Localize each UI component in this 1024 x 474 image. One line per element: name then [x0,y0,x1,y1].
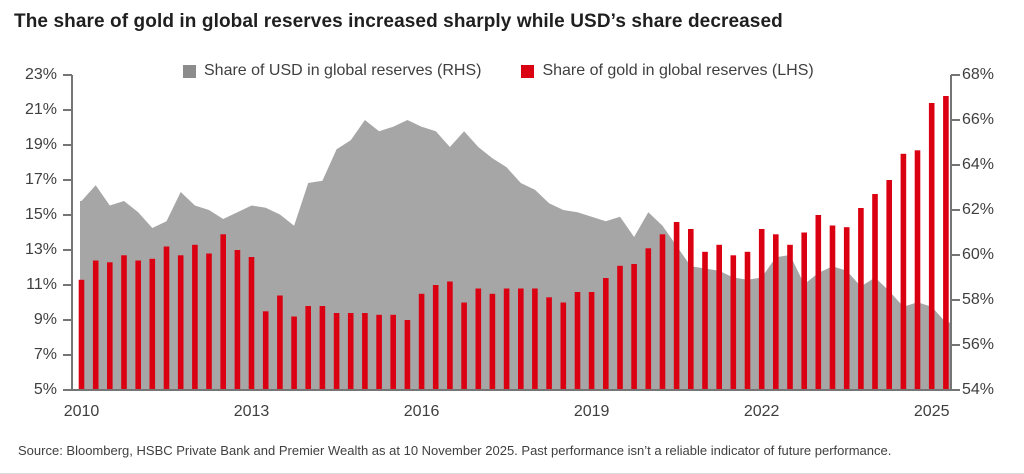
legend-item-usd: Share of USD in global reserves (RHS) [183,62,481,80]
gold-bar [206,253,212,390]
gold-bar [376,314,382,391]
gold-bar [928,103,935,390]
gold-bar [716,244,722,391]
y-right-tick-label: 56% [962,336,995,353]
gold-bar [532,288,538,390]
gold-bar [758,229,765,390]
gold-bar [234,250,241,390]
gold-bar [617,265,623,391]
x-tick-label: 2022 [743,403,780,420]
gold-legend-swatch-icon [521,64,535,78]
gold-bar [262,311,269,391]
gold-bar [574,292,581,390]
y-right-tick-label: 54% [962,381,995,398]
gold-bar [645,248,652,391]
gold-legend-label: Share of gold in global reserves (LHS) [542,62,814,79]
y-left-tick-label: 23% [24,66,57,83]
gold-bar [404,320,411,390]
gold-bar [135,260,141,390]
y-right-tick-label: 66% [962,111,995,128]
chart-legend: Share of USD in global reserves (RHS) Sh… [183,62,814,80]
gold-bar [149,258,156,391]
y-right-tick-label: 64% [962,156,995,173]
y-right-tick-label: 58% [962,291,995,308]
x-tick-label: 2019 [573,403,610,420]
usd-legend-swatch-icon [183,64,196,78]
y-left-tick-label: 7% [33,346,57,363]
y-left-tick-label: 15% [24,206,57,223]
gold-bar [220,234,226,391]
gold-bar [815,215,822,390]
gold-bar [603,278,609,390]
y-left-tick-label: 5% [33,381,57,398]
gold-bar [546,297,552,391]
gold-bar [92,260,99,390]
gold-bar [248,257,255,390]
gold-bar [801,232,807,390]
gold-bar [121,255,127,391]
gold-bar [943,96,949,390]
gold-bar [78,279,85,391]
chart-title: The share of gold in global reserves inc… [14,11,783,32]
gold-bar [277,295,283,390]
gold-bar [886,180,892,390]
gold-bar [673,222,680,390]
gold-bar [773,234,779,391]
gold-bar [688,229,694,390]
gold-bar [347,313,354,390]
gold-bars-group [78,96,949,391]
y-right-tick-label: 60% [962,246,995,263]
gold-bar [914,150,921,391]
gold-bar [730,255,737,391]
gold-bar [319,306,326,390]
y-left-tick-label: 9% [33,311,57,328]
gold-bar [858,208,864,390]
gold-bar [333,313,340,390]
gold-bar [305,306,311,390]
gold-bar [291,316,297,390]
gold-bar [744,251,751,391]
y-right-tick-label: 62% [962,201,995,218]
y-left-tick-label: 17% [24,171,57,188]
gold-bar [872,194,878,390]
gold-bar [659,234,666,391]
gold-bar [418,293,425,391]
gold-bar [588,292,595,390]
y-left-tick-label: 21% [24,101,57,118]
legend-item-gold: Share of gold in global reserves (LHS) [521,62,814,80]
y-left-tick-label: 13% [24,241,57,258]
gold-bar [432,285,439,390]
x-tick-label: 2010 [63,403,100,420]
gold-bar [107,262,113,391]
gold-bar [829,225,836,390]
gold-bar [390,314,396,391]
gold-bar [843,227,850,390]
source-note: Source: Bloomberg, HSBC Private Bank and… [18,443,892,458]
gold-bar [163,246,170,390]
gold-bar [900,153,907,391]
x-tick-label: 2016 [403,403,440,420]
y-left-tick-label: 11% [26,276,57,293]
y-right-tick-label: 68% [962,66,995,83]
gold-bar [503,288,510,390]
gold-bar [489,293,496,391]
gold-bar [461,302,467,390]
usd-legend-label: Share of USD in global reserves (RHS) [204,62,482,79]
gold-bar [631,264,637,390]
gold-bar [447,281,453,390]
y-left-tick-label: 19% [24,136,57,153]
chart-canvas [63,74,960,391]
x-tick-label: 2025 [913,403,950,420]
gold-bar [192,244,198,391]
gold-bar [560,302,567,390]
gold-bar [787,244,793,391]
gold-bar [475,288,482,390]
gold-bar [177,255,184,391]
gold-bar [702,251,708,391]
gold-bar [362,313,368,390]
gold-bar [518,288,524,390]
x-tick-label: 2013 [233,403,270,420]
